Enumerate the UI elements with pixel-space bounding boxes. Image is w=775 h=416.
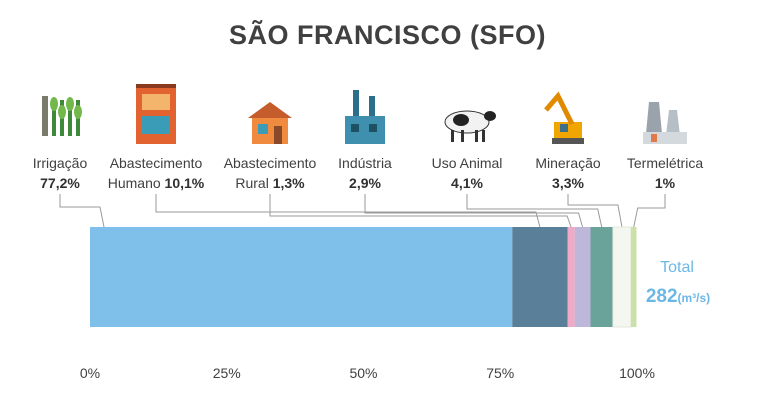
total-annotation: Total 282(m³/s) [646, 259, 710, 307]
bar-segment-2 [567, 227, 575, 327]
category-value-0: 77,2% [40, 175, 80, 191]
x-tick-label-0: 0% [80, 365, 100, 381]
category-name-0: Irrigação [33, 155, 88, 171]
category-pct-0: 77,2% [40, 175, 80, 191]
category-pct-5: 3,3% [552, 175, 584, 191]
x-axis-ticks: 0% 25% 50% 75% 100% [80, 365, 655, 381]
x-tick-label-4: 100% [619, 365, 655, 381]
category-name-5: Mineração [535, 155, 601, 171]
rural-house-icon [248, 102, 292, 144]
connector-6 [633, 194, 666, 228]
factory-icon [345, 90, 385, 144]
category-pct-1: 10,1% [165, 175, 205, 191]
connector-1 [155, 194, 541, 228]
category-labels: Irrigação 77,2% Abastecimento Humano 10,1% A… [33, 155, 704, 191]
bar-segment-0 [90, 227, 513, 327]
category-name-2: Abastecimento [224, 155, 317, 171]
total-label: Total [660, 259, 694, 276]
category-value-3: 2,9% [349, 175, 381, 191]
x-tick-label-1: 25% [213, 365, 241, 381]
excavator-icon [544, 91, 584, 144]
category-name-1: Abastecimento [110, 155, 203, 171]
category-pct-2: 1,3% [273, 175, 305, 191]
total-unit: (m³/s) [678, 291, 711, 305]
category-name-4: Uso Animal [432, 155, 503, 171]
cow-icon [444, 110, 496, 142]
connector-2 [269, 194, 572, 228]
category-name-6: Termelétrica [627, 155, 703, 171]
x-tick-label-3: 75% [486, 365, 514, 381]
bar-segment-5 [612, 226, 632, 328]
bar-segment-6 [630, 227, 637, 327]
urban-building-icon [136, 84, 176, 144]
category-subname-1: Humano [108, 175, 165, 191]
bar-segment-3 [574, 227, 591, 327]
category-value-5: 3,3% [552, 175, 584, 191]
category-value-1: Humano 10,1% [108, 175, 205, 191]
connector-5 [567, 194, 623, 228]
category-pct-6: 1% [655, 175, 676, 191]
chart-title: SÃO FRANCISCO (SFO) [229, 20, 546, 50]
total-number: 282 [646, 286, 678, 307]
power-plant-icon [643, 102, 687, 144]
category-name-3: Indústria [338, 155, 392, 171]
x-tick-label-2: 50% [349, 365, 377, 381]
connector-3 [364, 194, 584, 228]
connector-0 [59, 194, 105, 228]
category-value-4: 4,1% [451, 175, 483, 191]
connector-lines [59, 194, 666, 228]
category-pct-4: 4,1% [451, 175, 483, 191]
bar-segment-4 [590, 227, 613, 327]
total-value: 282(m³/s) [646, 286, 710, 307]
category-value-6: 1% [655, 175, 676, 191]
bar-segments [90, 226, 637, 328]
category-pct-3: 2,9% [349, 175, 381, 191]
connector-4 [466, 194, 603, 228]
irrigation-crop-icon [42, 96, 82, 136]
category-value-2: Rural 1,3% [235, 175, 305, 191]
category-icons [42, 84, 687, 144]
bar-segment-1 [512, 227, 568, 327]
category-subname-2: Rural [235, 175, 272, 191]
